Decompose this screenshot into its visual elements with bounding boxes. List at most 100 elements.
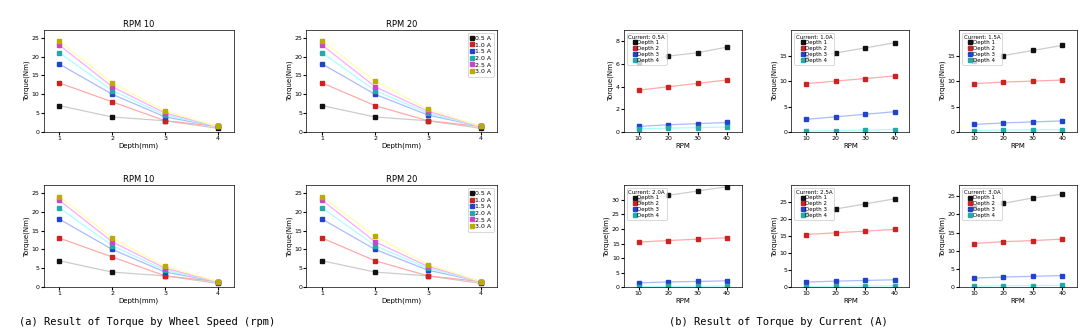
2.5 A [421,265,434,269]
Line: Depth 3: Depth 3 [804,278,897,284]
Line: Depth 3: Depth 3 [972,274,1064,280]
Depth 4 [967,284,980,288]
1.0 A [106,100,119,104]
Depth 2 [888,227,901,231]
Legend: Depth 1, Depth 2, Depth 3, Depth 4: Depth 1, Depth 2, Depth 3, Depth 4 [962,33,1002,64]
Line: 1.0 A: 1.0 A [320,80,483,129]
3.0 A [53,194,66,198]
Depth 4 [1055,284,1068,288]
X-axis label: RPM: RPM [843,143,858,149]
Depth 3 [1055,274,1068,278]
0.5 A [211,126,224,130]
3.0 A [211,125,224,129]
Legend: Depth 1, Depth 2, Depth 3, Depth 4: Depth 1, Depth 2, Depth 3, Depth 4 [962,188,1002,220]
Line: 2.0 A: 2.0 A [57,205,221,284]
Line: 2.0 A: 2.0 A [57,50,221,129]
2.5 A [53,43,66,47]
X-axis label: Depth(mm): Depth(mm) [119,298,159,304]
1.5 A [474,280,487,284]
3.0 A [316,39,329,43]
Title: RPM 10: RPM 10 [123,20,154,29]
Depth 1 [858,202,871,206]
Legend: 0.5 A, 1.0 A, 1.5 A, 2.0 A, 2.5 A, 3.0 A: 0.5 A, 1.0 A, 1.5 A, 2.0 A, 2.5 A, 3.0 A [468,188,494,232]
1.5 A [106,92,119,96]
X-axis label: RPM: RPM [1011,143,1026,149]
Line: Depth 1: Depth 1 [972,192,1064,209]
Line: 0.5 A: 0.5 A [320,103,483,131]
Depth 1 [632,60,645,64]
2.0 A [159,268,172,272]
2.0 A [211,125,224,129]
2.0 A [421,111,434,115]
Depth 1 [1055,192,1068,196]
Line: 0.5 A: 0.5 A [57,259,221,286]
Line: Depth 4: Depth 4 [804,128,897,133]
0.5 A [211,282,224,286]
1.0 A [159,274,172,278]
1.5 A [211,125,224,129]
3.0 A [474,280,487,284]
2.5 A [106,85,119,89]
1.5 A [53,62,66,66]
Line: Depth 2: Depth 2 [972,237,1064,245]
Depth 1 [967,205,980,209]
3.0 A [106,81,119,85]
Line: Depth 3: Depth 3 [636,279,729,285]
2.5 A [53,198,66,202]
3.0 A [421,108,434,112]
Depth 4 [888,284,901,288]
1.5 A [316,217,329,221]
Line: 0.5 A: 0.5 A [320,259,483,286]
Depth 4 [858,128,871,132]
3.0 A [106,236,119,240]
Depth 3 [662,280,675,284]
2.0 A [53,51,66,55]
Depth 1 [997,201,1010,205]
0.5 A [369,115,382,119]
Depth 3 [691,280,704,284]
Depth 2 [632,240,645,244]
Depth 3 [632,125,645,129]
Depth 2 [829,79,842,83]
Line: 0.5 A: 0.5 A [57,103,221,131]
Line: Depth 3: Depth 3 [804,110,897,122]
0.5 A [474,282,487,286]
1.0 A [369,104,382,108]
X-axis label: RPM: RPM [676,298,690,304]
Line: Depth 2: Depth 2 [636,78,729,92]
0.5 A [421,119,434,123]
Depth 3 [720,121,733,125]
Line: Depth 2: Depth 2 [636,235,729,244]
1.0 A [53,81,66,85]
3.0 A [421,263,434,267]
0.5 A [316,259,329,263]
Y-axis label: Torque(Nm): Torque(Nm) [286,61,293,102]
Depth 1 [632,198,645,202]
Legend: Depth 1, Depth 2, Depth 3, Depth 4: Depth 1, Depth 2, Depth 3, Depth 4 [627,188,667,220]
1.0 A [369,259,382,263]
Depth 2 [1026,238,1039,242]
Depth 2 [997,80,1010,84]
Line: Depth 1: Depth 1 [636,185,729,202]
Depth 2 [800,232,813,236]
Depth 3 [800,280,813,284]
Y-axis label: Torque(Nm): Torque(Nm) [24,216,30,257]
Line: 1.5 A: 1.5 A [57,62,221,129]
Depth 2 [967,81,980,86]
Depth 1 [720,45,733,49]
3.0 A [474,125,487,129]
Line: Depth 4: Depth 4 [636,284,729,289]
3.0 A [211,280,224,284]
Depth 4 [691,126,704,130]
1.0 A [211,280,224,284]
2.5 A [159,111,172,115]
Depth 3 [967,276,980,280]
Depth 1 [691,51,704,55]
Depth 4 [829,129,842,133]
Depth 1 [800,56,813,60]
Depth 3 [662,123,675,127]
Line: Depth 4: Depth 4 [804,284,897,289]
Line: Depth 2: Depth 2 [972,78,1064,86]
Depth 1 [662,193,675,197]
Depth 1 [888,197,901,201]
